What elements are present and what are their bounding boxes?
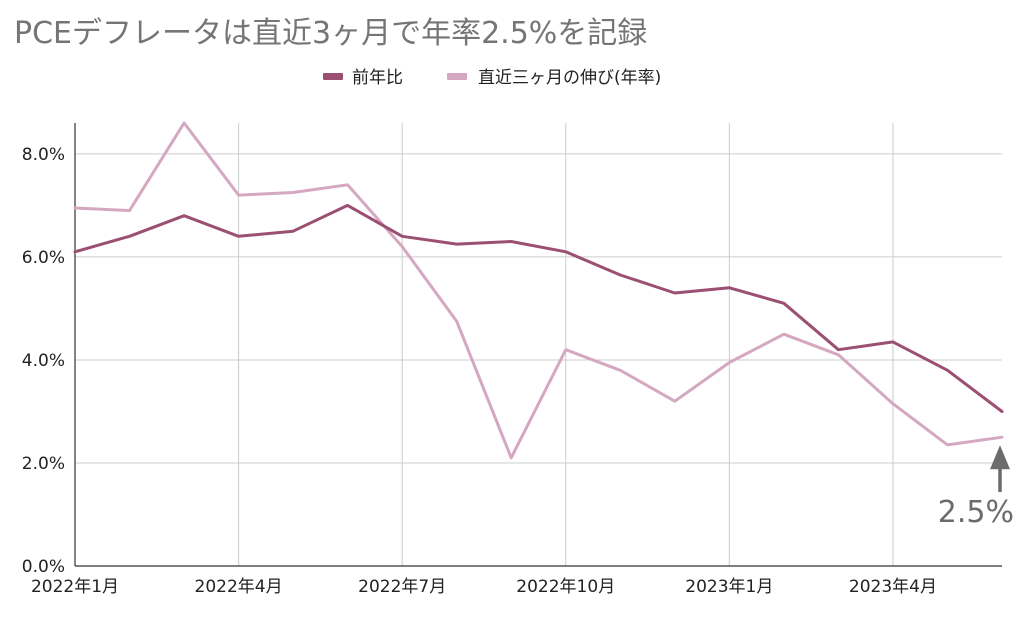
x-tick-label: 2022年7月: [358, 577, 446, 597]
annotation-label: 2.5%: [938, 495, 1014, 530]
y-tick-label: 6.0%: [22, 248, 65, 268]
legend-swatch: [447, 73, 467, 80]
series-line-yoy: [73, 203, 1004, 413]
x-tick-label: 2022年10月: [516, 577, 615, 597]
legend: 前年比 直近三ヶ月の伸び(年率): [323, 68, 661, 88]
x-tick-label: 2022年1月: [31, 577, 119, 597]
x-tick-label: 2023年1月: [685, 577, 773, 597]
chart-title: PCEデフレータは直近3ヶ月で年率2.5%を記録: [14, 16, 648, 51]
annotation: 2.5%: [938, 445, 1014, 530]
series-lines: [73, 121, 1004, 460]
y-tick-label: 8.0%: [22, 145, 65, 165]
y-tick-label: 4.0%: [22, 351, 65, 371]
x-tick-label: 2022年4月: [195, 577, 283, 597]
legend-label: 前年比: [352, 68, 403, 88]
annotation-arrow-head: [990, 445, 1010, 470]
gridlines: [75, 123, 1002, 566]
legend-swatch: [323, 73, 343, 80]
legend-label: 直近三ヶ月の伸び(年率): [478, 68, 661, 88]
x-tick-label: 2023年4月: [849, 577, 937, 597]
axes: [74, 123, 1002, 567]
tick-labels: 0.0% 2.0% 4.0% 6.0% 8.0% 2022年1月 2022年4月 2022年7…: [22, 145, 937, 597]
series-line-3m-annualized: [73, 121, 1004, 460]
y-tick-label: 0.0%: [22, 557, 65, 577]
y-tick-label: 2.0%: [22, 454, 65, 474]
